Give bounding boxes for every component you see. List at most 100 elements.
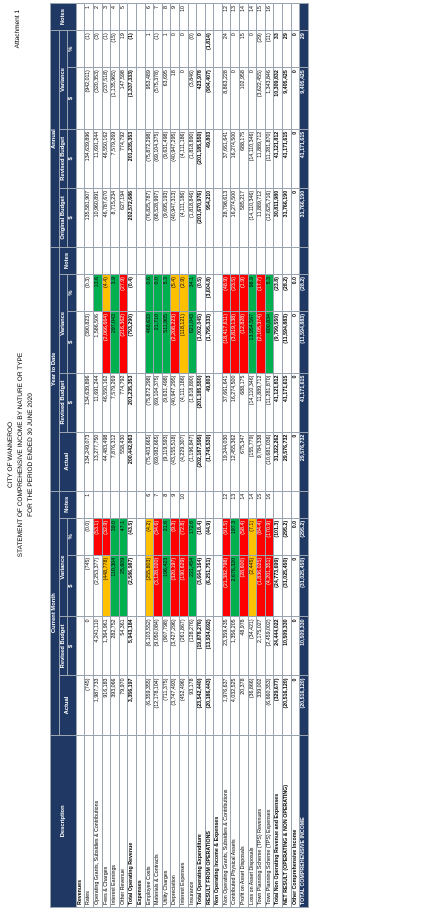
row-cell: (793,290) — [127, 311, 137, 374]
row-cell: (34.6) — [153, 518, 163, 556]
row-cell — [213, 188, 223, 248]
row-cell — [213, 274, 223, 312]
row-cell: 19 — [119, 30, 128, 68]
row-cell: (1,745,530) — [205, 432, 214, 492]
row-cell: 197.3 — [230, 518, 240, 556]
table-row: Total Operating Revenue 3,356,197 5,943,18… — [127, 3, 137, 908]
row-cell: (91.5) — [222, 518, 231, 556]
row-cell: 2 — [93, 3, 103, 31]
row-cell: (4,229,307) — [179, 432, 188, 492]
row-cell: 3 — [102, 3, 111, 31]
row-cell — [256, 247, 266, 275]
row-cell — [222, 247, 231, 275]
row-cell — [136, 432, 146, 492]
row-cell — [127, 3, 137, 31]
row-cell: (36,866) — [248, 675, 257, 736]
row-cell: 134,249,073 — [84, 432, 94, 492]
row-cell: (128,276) — [188, 616, 197, 676]
row-cell: 4 — [110, 3, 120, 31]
row-cell: (14,110,346) — [248, 129, 257, 189]
row-cell: 93,178 — [188, 675, 197, 736]
row-cell — [136, 274, 146, 312]
row-cell — [213, 491, 223, 519]
row-cell: 0 — [291, 555, 300, 617]
unit-dollar: $ — [67, 616, 77, 676]
table-row: RESULT FROM OPERATIONS (20,186,443) (13,93… — [205, 3, 214, 908]
row-cell: 9 — [170, 3, 180, 31]
row-cell — [76, 3, 85, 31]
row-cell: 0 — [84, 616, 94, 676]
period-subtitle: FOR THE PERIOD ENDED 30 JUNE 2020 — [27, 393, 34, 517]
row-cell: 20,378 — [239, 675, 249, 736]
row-cell: 48,978 — [239, 616, 249, 676]
row-cell: (390,823) — [84, 311, 94, 374]
row-cell: 3.9 — [110, 274, 120, 312]
table-row: Interest Earnings 393,066 282,752 110,304 39… — [110, 3, 120, 908]
row-cell — [273, 3, 283, 31]
row-cell — [136, 188, 146, 248]
row-cell: (1,196,847) — [188, 432, 197, 492]
row-cell: (201,185,550) — [196, 373, 206, 433]
row-cell: 0.0 — [153, 274, 163, 312]
row-cell — [299, 3, 309, 31]
row-cell: (3,427,296) — [170, 616, 180, 676]
row-cell: (3,664,164) — [196, 555, 206, 617]
row-cell — [213, 67, 223, 130]
row-cell: 954,210 — [205, 188, 214, 248]
row-cell: (12,178,104) — [153, 675, 163, 736]
row-cell: 5.3 — [162, 274, 171, 312]
row-cell: (6,660,353) — [265, 675, 274, 736]
row-cell: 0 — [291, 432, 300, 492]
row-cell: (75,403,665) — [145, 432, 154, 492]
row-cell: (18,417,611) — [222, 311, 231, 374]
table-row: Revenues — [76, 3, 85, 908]
row-cell: 49,803 — [205, 129, 214, 189]
row-cell: 41,171,615 — [299, 129, 309, 189]
row-cell: (1) — [127, 30, 137, 68]
row-cell: 688,175 — [239, 373, 249, 433]
row-description: Interest Earnings — [110, 735, 120, 908]
row-cell — [93, 491, 103, 519]
row-cell: (575,378) — [153, 67, 163, 130]
row-cell: (295.2) — [282, 518, 292, 556]
row-cell: (11,594,883) — [299, 311, 309, 374]
row-cell: 0 — [179, 67, 188, 130]
row-cell: (6,251,751) — [205, 555, 214, 617]
table-row: Non Operating Grants, Subsidies & Contri… — [222, 3, 231, 908]
row-cell: 297,043 — [110, 311, 120, 374]
row-cell: (5.4) — [170, 274, 180, 312]
row-cell: (255,803) — [145, 555, 154, 617]
table-row: Total Non Operating Revenue and Expenses… — [273, 3, 283, 908]
row-cell: 30,811,980 — [273, 188, 283, 248]
row-cell: (20,516,120) — [299, 675, 309, 736]
row-cell: 0 — [248, 67, 257, 130]
row-cell — [282, 3, 292, 31]
row-cell — [179, 247, 188, 275]
row-cell — [76, 491, 85, 519]
row-cell: (28.2) — [282, 274, 292, 312]
row-cell: 13 — [230, 3, 240, 31]
row-cell: (44.9) — [205, 518, 214, 556]
row-cell: (9,695,193) — [162, 188, 171, 248]
row-cell: (43.5) — [127, 518, 137, 556]
row-cell — [136, 30, 146, 68]
row-cell: (11) — [265, 30, 274, 68]
row-cell: 23,359,435 — [222, 616, 231, 676]
row-cell: 393,066 — [110, 675, 120, 736]
row-cell: (295.2) — [299, 518, 309, 556]
row-cell: 627,194 — [119, 188, 128, 248]
row-cell — [213, 30, 223, 68]
row-cell: 558,430 — [119, 432, 128, 492]
row-cell: (3,128,020) — [153, 555, 163, 617]
row-cell: (2,105,374) — [256, 311, 266, 374]
row-cell — [76, 247, 85, 275]
row-cell: (745) — [84, 555, 94, 617]
unit-dollar: $ — [67, 373, 77, 433]
col-ytd-actual: Actual — [59, 432, 77, 492]
row-cell: (452,496) — [179, 675, 188, 736]
org-name: CITY OF WANNEROO — [7, 421, 14, 489]
row-cell: 1,976,637 — [222, 675, 231, 736]
row-cell: 54,361 — [119, 616, 128, 676]
row-cell: 8,715,234 — [110, 188, 120, 248]
